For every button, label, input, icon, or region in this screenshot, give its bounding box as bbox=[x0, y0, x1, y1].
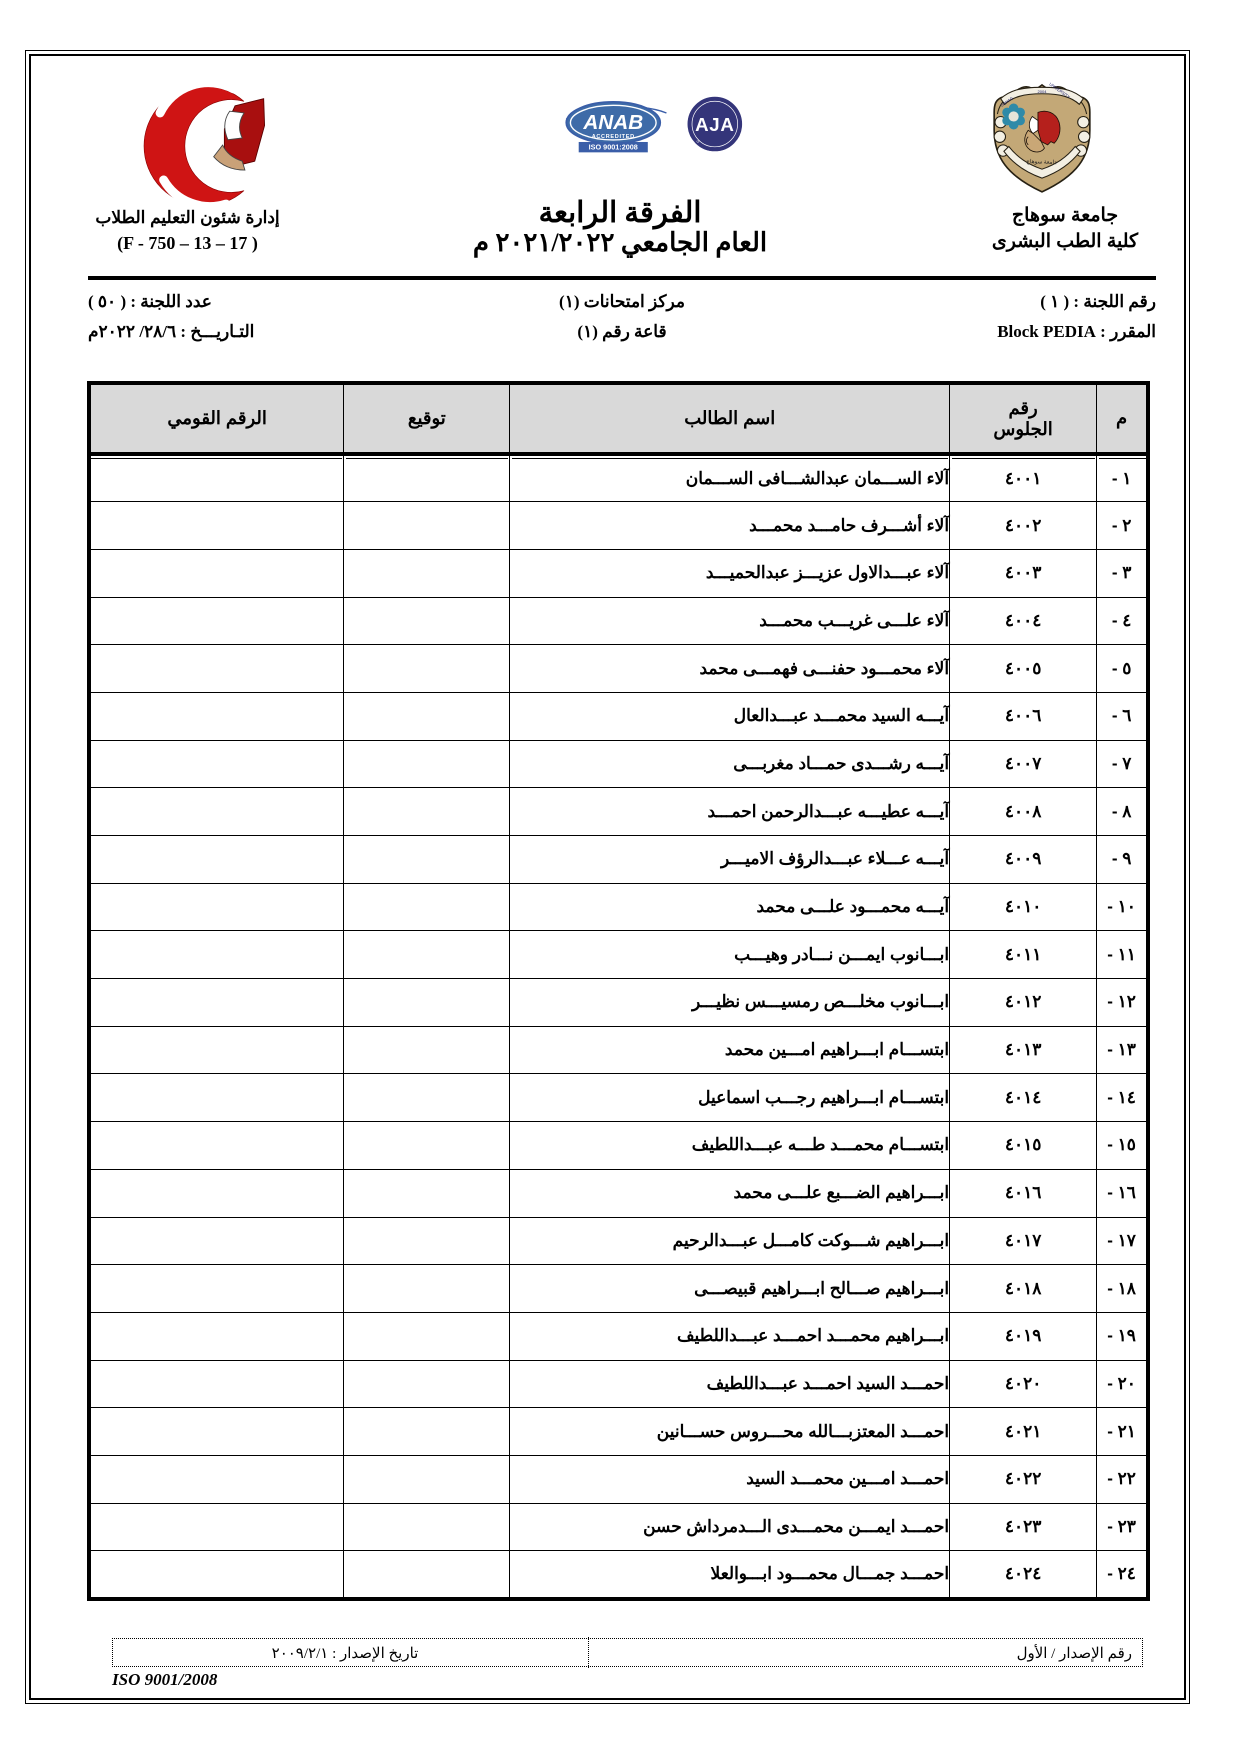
svg-text:2004: 2004 bbox=[1037, 89, 1047, 94]
svg-text:ACCREDITED: ACCREDITED bbox=[592, 134, 635, 140]
svg-text:ANGLO JAPANESE AMERICAN: ANGLO JAPANESE AMERICAN bbox=[559, 95, 562, 96]
svg-text:ANAB: ANAB bbox=[582, 111, 643, 134]
svg-text:AJA: AJA bbox=[695, 114, 734, 135]
svg-text:ISO 9001:2008: ISO 9001:2008 bbox=[589, 143, 638, 152]
svg-text:جامعة سوهاج: جامعة سوهاج bbox=[1026, 158, 1058, 166]
